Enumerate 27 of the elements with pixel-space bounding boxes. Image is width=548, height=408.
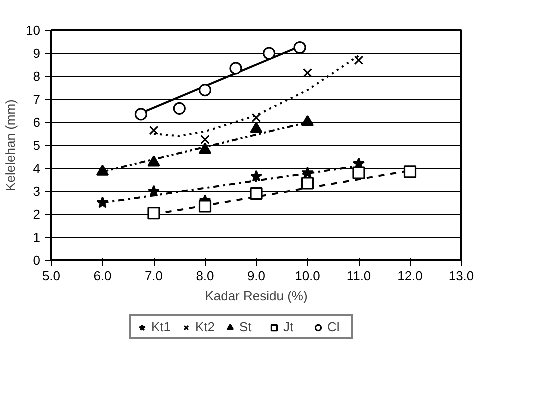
x-tick-label: 8.0 — [196, 268, 214, 284]
legend-label: Kt2 — [196, 320, 216, 334]
x-tick-label: 6.0 — [94, 268, 112, 284]
y-tick-label: 9 — [33, 46, 41, 61]
y-tick-label: 1 — [33, 230, 41, 245]
x-tick-label: 13.0 — [448, 268, 474, 284]
y-tick-label: 3 — [33, 184, 41, 199]
x-axis-title: Kadar Residu (%) — [205, 288, 308, 304]
y-tick-label: 2 — [33, 207, 41, 222]
legend-label: Kt1 — [152, 320, 172, 334]
x-tick-label: 7.0 — [144, 268, 164, 284]
x-tick-label: 9.0 — [247, 268, 266, 284]
x-tick-label: 11.0 — [346, 268, 372, 284]
x-tick-label: 5.0 — [42, 268, 61, 284]
y-tick-label: 5 — [33, 138, 41, 153]
legend-label: St — [240, 320, 253, 334]
y-tick-label: 4 — [33, 161, 41, 176]
x-tick-label: 12.0 — [398, 268, 423, 284]
y-tick-label: 0 — [33, 253, 41, 268]
y-tick-label: 6 — [33, 115, 41, 130]
x-tick-label: 10.0 — [295, 268, 320, 284]
y-tick-label: 10 — [26, 23, 41, 38]
y-tick-label: 8 — [33, 69, 41, 84]
y-tick-label: 7 — [33, 92, 41, 107]
legend-label: Jt — [284, 320, 295, 334]
y-axis-title: Kelelehan (mm) — [3, 100, 18, 192]
legend-label: Cl — [328, 320, 341, 334]
